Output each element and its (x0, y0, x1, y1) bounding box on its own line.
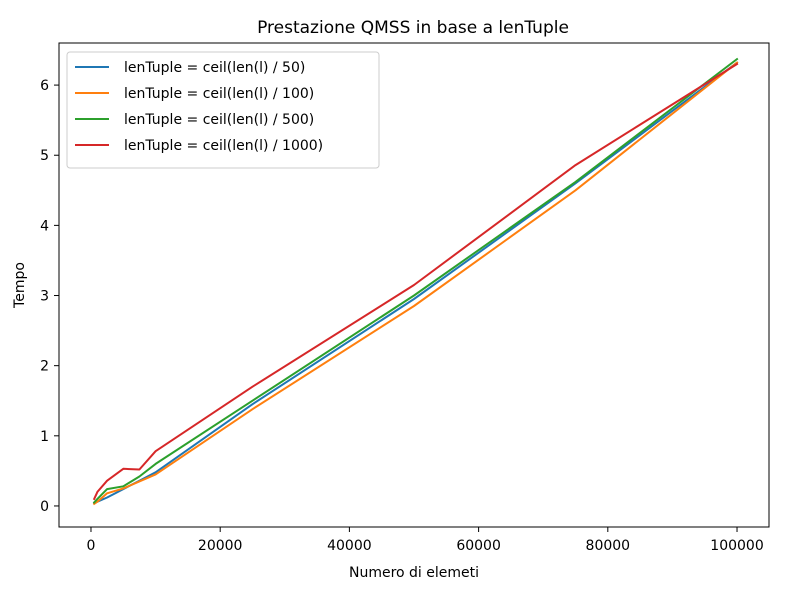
y-tick-label: 3 (40, 289, 49, 305)
x-tick-label: 60000 (456, 538, 501, 554)
legend-label-3: lenTuple = ceil(len(l) / 500) (124, 112, 314, 128)
legend-items: lenTuple = ceil(len(l) / 50) lenTuple = c… (75, 60, 323, 154)
y-axis-label: Tempo (12, 262, 28, 309)
legend-label-4: lenTuple = ceil(len(l) / 1000) (124, 138, 323, 154)
series-line-2 (92, 61, 739, 506)
x-tick-label: 100000 (710, 538, 763, 554)
y-tick-label: 4 (40, 218, 49, 234)
x-tick-label: 80000 (586, 538, 631, 554)
series-layer (92, 57, 739, 506)
legend: lenTuple = ceil(len(l) / 50) lenTuple = c… (66, 51, 380, 169)
series-line-3 (92, 57, 739, 504)
x-tick-label: 40000 (327, 538, 372, 554)
legend-label-2: lenTuple = ceil(len(l) / 100) (124, 86, 314, 102)
series-line-1 (92, 61, 739, 505)
y-tick-label: 0 (40, 499, 49, 515)
y-axis: 0 1 2 3 4 5 6 (40, 78, 59, 515)
legend-label-1: lenTuple = ceil(len(l) / 50) (124, 60, 305, 76)
x-axis-label: Numero di elemeti (349, 565, 479, 581)
series-line-4 (92, 62, 739, 501)
x-tick-label: 0 (87, 538, 96, 554)
y-tick-label: 6 (40, 78, 49, 94)
x-tick-label: 20000 (198, 538, 243, 554)
x-axis: 0 20000 40000 60000 80000 100000 (87, 527, 764, 554)
axes-frame (58, 42, 770, 528)
legend-box (66, 51, 380, 169)
y-tick-label: 2 (40, 359, 49, 375)
y-tick-label: 5 (40, 148, 49, 164)
y-tick-label: 1 (40, 429, 49, 445)
chart-title: Prestazione QMSS in base a lenTuple (257, 18, 569, 38)
